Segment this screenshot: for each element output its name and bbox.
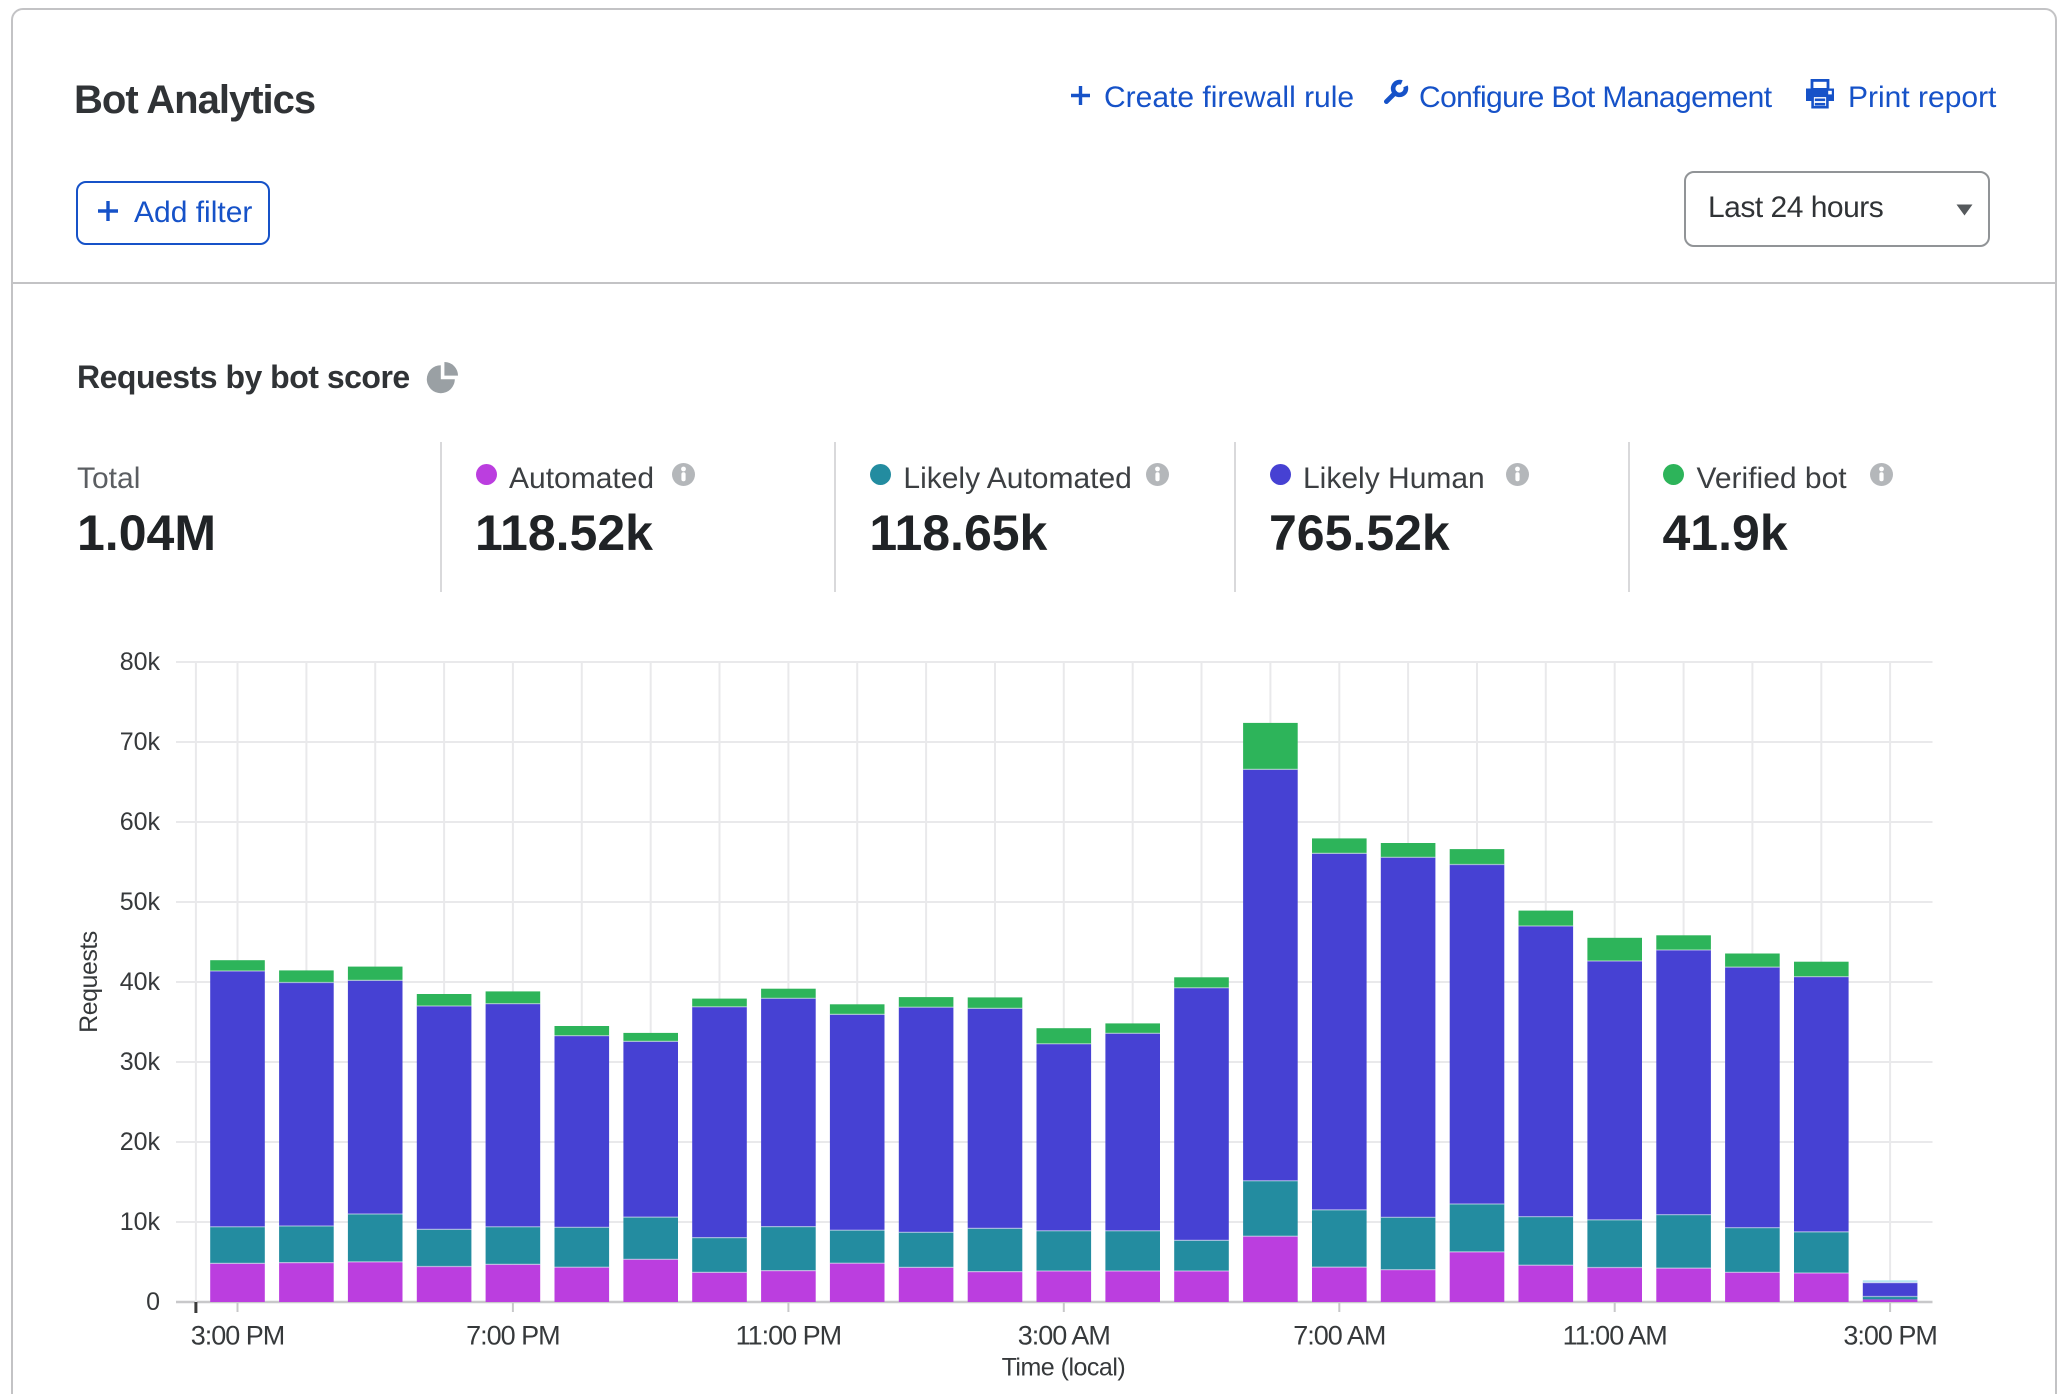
svg-text:3:00 PM: 3:00 PM bbox=[191, 1320, 285, 1350]
svg-text:40k: 40k bbox=[120, 968, 161, 996]
svg-text:20k: 20k bbox=[120, 1128, 161, 1156]
svg-text:11:00 AM: 11:00 AM bbox=[1563, 1320, 1667, 1350]
svg-text:70k: 70k bbox=[120, 728, 161, 756]
svg-text:30k: 30k bbox=[120, 1048, 161, 1076]
svg-text:10k: 10k bbox=[120, 1208, 161, 1236]
svg-text:3:00 AM: 3:00 AM bbox=[1018, 1320, 1110, 1350]
svg-text:0: 0 bbox=[146, 1288, 160, 1316]
svg-text:7:00 PM: 7:00 PM bbox=[466, 1320, 560, 1350]
svg-text:Time (local): Time (local) bbox=[1002, 1354, 1126, 1382]
svg-text:50k: 50k bbox=[120, 888, 161, 916]
svg-text:Requests: Requests bbox=[75, 931, 103, 1033]
svg-text:11:00 PM: 11:00 PM bbox=[736, 1320, 842, 1350]
svg-text:3:00 PM: 3:00 PM bbox=[1843, 1320, 1937, 1350]
svg-text:80k: 80k bbox=[120, 648, 161, 676]
svg-text:7:00 AM: 7:00 AM bbox=[1293, 1320, 1385, 1350]
svg-text:60k: 60k bbox=[120, 808, 161, 836]
